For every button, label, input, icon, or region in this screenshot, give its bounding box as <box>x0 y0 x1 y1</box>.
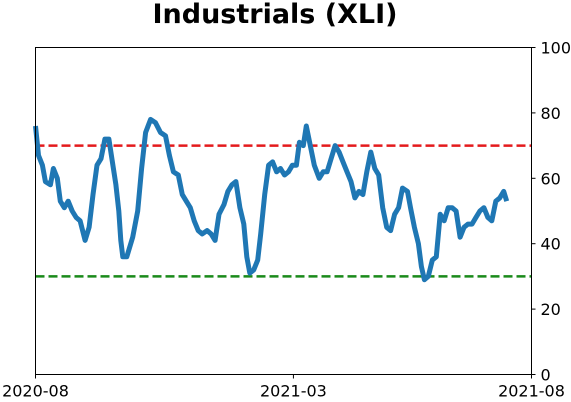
y-tick-label: 20 <box>541 300 561 319</box>
y-tick-label: 60 <box>541 169 561 188</box>
x-tick-label: 2020-08 <box>2 382 69 401</box>
plot-area-frame <box>35 47 532 375</box>
x-tick-label: 2021-03 <box>260 382 327 401</box>
y-tick-label: 100 <box>541 39 571 58</box>
y-tick-label: 0 <box>541 366 551 385</box>
series-line-0 <box>33 116 510 283</box>
y-tick-label: 40 <box>541 235 561 254</box>
y-tick-label: 80 <box>541 104 561 123</box>
x-tick-label: 2021-08 <box>498 382 565 401</box>
chart-title: Industrials (XLI) <box>152 0 397 30</box>
